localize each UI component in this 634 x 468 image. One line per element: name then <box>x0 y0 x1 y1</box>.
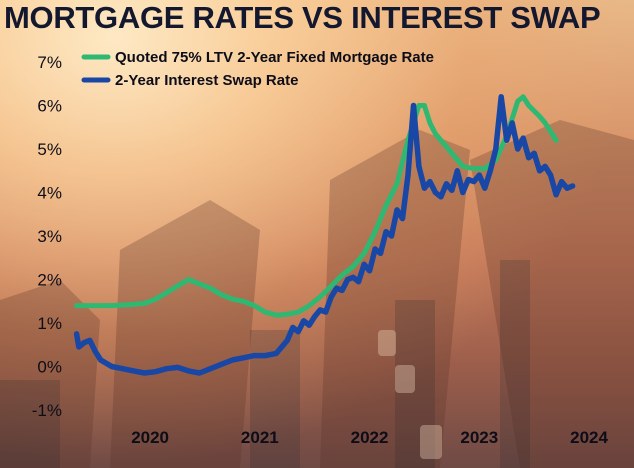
legend-label: 2-Year Interest Swap Rate <box>115 72 298 89</box>
series-layer <box>73 94 576 376</box>
y-tick-label: 0% <box>37 358 62 377</box>
legend-label: Quoted 75% LTV 2-Year Fixed Mortgage Rat… <box>115 49 434 66</box>
y-tick-label: 4% <box>37 184 62 203</box>
x-tick-label: 2021 <box>241 428 279 447</box>
y-tick-label: 1% <box>37 314 62 333</box>
y-tick-label: -1% <box>32 401 62 420</box>
mortgage-rate-line <box>74 94 559 318</box>
x-tick-label: 2023 <box>460 428 498 447</box>
legend: Quoted 75% LTV 2-Year Fixed Mortgage Rat… <box>81 49 434 89</box>
x-tick-label: 2022 <box>351 428 389 447</box>
swap-rate-line <box>73 94 576 376</box>
y-tick-label: 3% <box>37 227 62 246</box>
y-tick-label: 6% <box>37 97 62 116</box>
y-tick-label: 7% <box>37 53 62 72</box>
y-tick-label: 5% <box>37 140 62 159</box>
x-tick-label: 2020 <box>131 428 169 447</box>
y-axis: 7% 6% 5% 4% 3% 2% 1% 0% -1% <box>32 53 62 420</box>
x-axis: 2020 2021 2022 2023 2024 <box>131 428 608 447</box>
chart-title: MORTGAGE RATES VS INTEREST SWAP <box>4 0 601 35</box>
x-tick-label: 2024 <box>570 428 608 447</box>
y-tick-label: 2% <box>37 271 62 290</box>
